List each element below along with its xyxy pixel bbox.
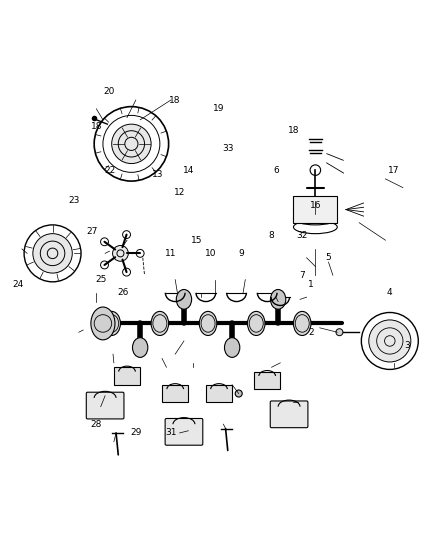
Ellipse shape xyxy=(176,289,191,309)
Text: 14: 14 xyxy=(183,166,194,175)
Text: 13: 13 xyxy=(152,170,163,179)
Text: 27: 27 xyxy=(86,227,98,236)
Text: 12: 12 xyxy=(174,188,185,197)
Text: 9: 9 xyxy=(238,249,244,258)
Text: 5: 5 xyxy=(325,253,332,262)
Text: 33: 33 xyxy=(222,144,233,153)
Text: 15: 15 xyxy=(191,236,203,245)
Circle shape xyxy=(369,320,411,362)
Text: 10: 10 xyxy=(205,249,216,258)
Text: 6: 6 xyxy=(273,166,279,175)
FancyBboxPatch shape xyxy=(114,367,140,385)
FancyBboxPatch shape xyxy=(206,385,232,402)
Circle shape xyxy=(123,231,131,239)
Text: 22: 22 xyxy=(104,166,115,175)
Circle shape xyxy=(101,238,109,246)
Text: 8: 8 xyxy=(268,231,275,240)
Text: 7: 7 xyxy=(299,271,305,280)
Text: 31: 31 xyxy=(165,429,177,438)
Ellipse shape xyxy=(91,307,115,340)
FancyBboxPatch shape xyxy=(86,392,124,419)
Text: 19: 19 xyxy=(213,104,225,114)
Circle shape xyxy=(336,329,343,336)
Text: 16: 16 xyxy=(310,201,321,209)
Ellipse shape xyxy=(151,311,169,335)
Circle shape xyxy=(136,249,144,257)
FancyBboxPatch shape xyxy=(270,401,308,427)
Text: 4: 4 xyxy=(387,288,392,297)
Circle shape xyxy=(112,124,151,164)
Text: 20: 20 xyxy=(104,87,115,96)
Circle shape xyxy=(235,390,242,397)
Text: 17: 17 xyxy=(389,166,400,175)
Text: 23: 23 xyxy=(69,196,80,205)
Text: 18: 18 xyxy=(91,122,102,131)
Circle shape xyxy=(101,261,109,269)
Ellipse shape xyxy=(103,311,120,335)
Text: 2: 2 xyxy=(308,328,314,337)
FancyBboxPatch shape xyxy=(293,197,337,223)
Text: 29: 29 xyxy=(130,429,141,438)
Text: 11: 11 xyxy=(165,249,177,258)
FancyBboxPatch shape xyxy=(254,372,280,389)
Text: 1: 1 xyxy=(308,279,314,288)
Ellipse shape xyxy=(270,289,286,309)
Text: 3: 3 xyxy=(404,341,410,350)
FancyBboxPatch shape xyxy=(162,385,188,402)
FancyBboxPatch shape xyxy=(165,418,203,445)
Text: 25: 25 xyxy=(95,275,106,284)
Text: 28: 28 xyxy=(91,419,102,429)
Ellipse shape xyxy=(132,338,148,358)
Text: 26: 26 xyxy=(117,288,128,297)
Text: 32: 32 xyxy=(297,231,308,240)
Ellipse shape xyxy=(199,311,217,335)
Text: 24: 24 xyxy=(12,279,23,288)
Circle shape xyxy=(113,246,128,261)
Circle shape xyxy=(123,268,131,276)
Ellipse shape xyxy=(225,338,240,358)
Ellipse shape xyxy=(293,311,311,335)
Text: 18: 18 xyxy=(170,95,181,104)
Ellipse shape xyxy=(247,311,265,335)
Circle shape xyxy=(33,233,72,273)
Text: 18: 18 xyxy=(288,126,299,135)
